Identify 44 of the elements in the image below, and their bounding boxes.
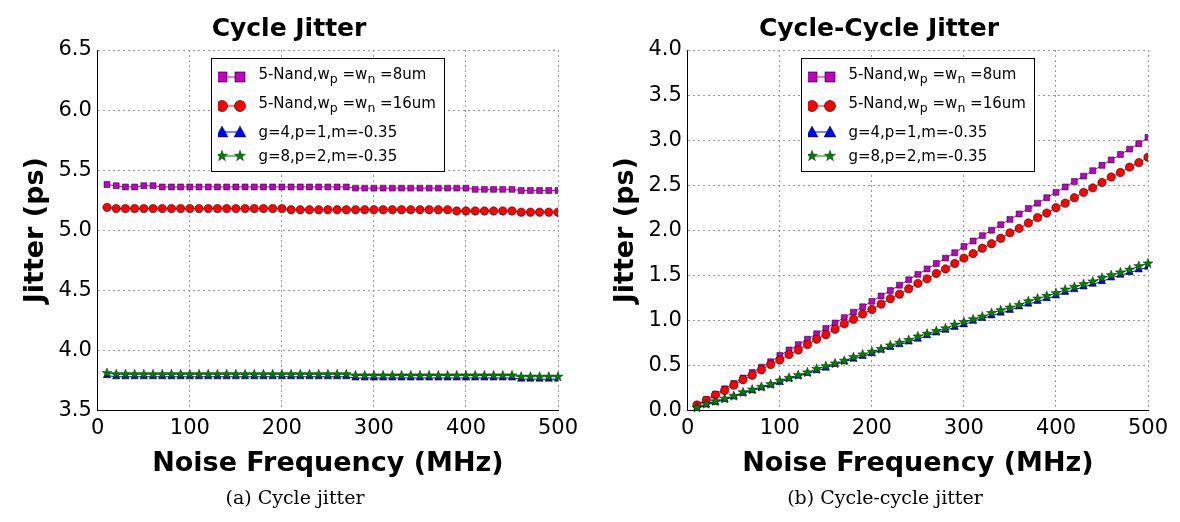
y-tick-label: 2.5	[648, 171, 682, 196]
x-tick-label: 300	[353, 415, 394, 440]
x-tick-label: 0	[91, 415, 105, 440]
x-tick-label: 200	[851, 415, 892, 440]
y-tick-label: 1.5	[648, 261, 682, 286]
text: (a) Cycle jitter	[224, 486, 366, 508]
y-tick-label: 4.0	[58, 336, 92, 361]
x-tick-label: 500	[537, 415, 579, 440]
y-tick-label: 6.0	[58, 96, 92, 121]
y-tick-label: 3.5	[648, 81, 682, 106]
y-tick-label: 3.5	[58, 396, 92, 421]
legend-label: 5-Nand,w$_{p}$ =w$_{n}$ =16um	[848, 93, 1026, 117]
y-axis-title: Jitter (ps)	[18, 157, 50, 306]
x-tick-label: 500	[1127, 415, 1169, 440]
legend-label: g=4,p=1,m=-0.35	[848, 122, 988, 143]
x-tick-label: 400	[445, 415, 487, 440]
legend-label: 5-Nand,w$_{p}$ =w$_{n}$ =8um	[258, 64, 427, 88]
y-tick-label: 5.0	[58, 216, 92, 241]
y-axis-title: Jitter (ps)	[608, 157, 640, 306]
y-tick-label: 1.0	[648, 306, 682, 331]
x-tick-label: 0	[681, 415, 695, 440]
y-tick-label: 2.0	[648, 216, 682, 241]
y-tick-label: 0.0	[648, 396, 682, 421]
chart-title: Cycle-Cycle Jitter	[758, 12, 1000, 42]
y-tick-label: 5.5	[58, 156, 92, 181]
x-axis-title: Noise Frequency (MHz)	[152, 445, 504, 477]
legend-label: g=8,p=2,m=-0.35	[848, 146, 988, 167]
y-tick-label: 3.0	[648, 126, 682, 151]
y-tick-label: 4.5	[58, 276, 92, 301]
x-tick-label: 200	[261, 415, 302, 440]
chart-title: Cycle Jitter	[211, 12, 368, 42]
y-tick-label: 0.5	[648, 351, 682, 376]
text: (b) Cycle-cycle jitter	[786, 486, 984, 508]
legend-label: 5-Nand,w$_{p}$ =w$_{n}$ =8um	[848, 64, 1017, 88]
y-tick-label: 6.5	[58, 36, 92, 61]
legend-label: g=4,p=1,m=-0.35	[258, 122, 398, 143]
legend-label: 5-Nand,w$_{p}$ =w$_{n}$ =16um	[258, 93, 436, 117]
legend-label: g=8,p=2,m=-0.35	[258, 146, 398, 167]
x-axis-title: Noise Frequency (MHz)	[742, 445, 1094, 477]
x-tick-label: 100	[759, 415, 800, 440]
x-tick-label: 300	[943, 415, 984, 440]
x-tick-label: 400	[1035, 415, 1077, 440]
y-tick-label: 4.0	[648, 36, 682, 61]
x-tick-label: 100	[169, 415, 210, 440]
